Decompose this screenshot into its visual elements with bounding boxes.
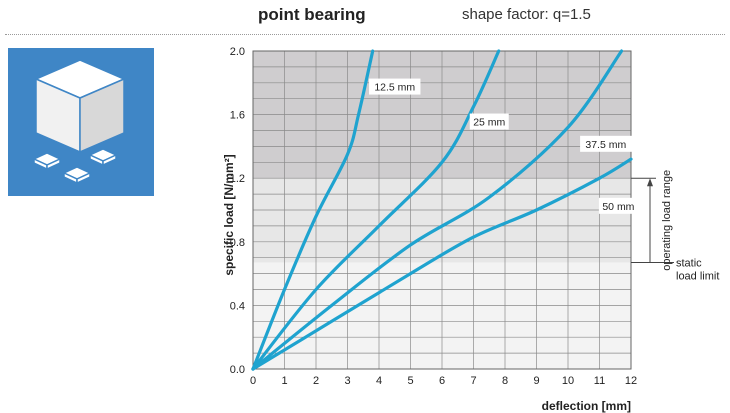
x-tick-label: 4 xyxy=(376,375,382,387)
y-axis-label: specific load [N/mm²] xyxy=(222,154,236,275)
x-tick-label: 12 xyxy=(625,375,637,387)
y-tick-label: 0.0 xyxy=(230,364,245,376)
x-tick-label: 2 xyxy=(313,375,319,387)
x-tick-label: 7 xyxy=(470,375,476,387)
operating-range-arrow-head xyxy=(647,178,653,186)
x-tick-label: 0 xyxy=(250,375,256,387)
curve-label: 25 mm xyxy=(473,117,505,129)
operating-load-range-label: operating load range xyxy=(661,170,673,271)
x-tick-label: 11 xyxy=(594,375,605,387)
curve-label: 12.5 mm xyxy=(374,82,415,94)
x-tick-label: 6 xyxy=(439,375,445,387)
y-tick-label: 1.6 xyxy=(230,110,245,122)
curve-label: 50 mm xyxy=(602,201,634,213)
y-tick-label: 2.0 xyxy=(230,46,245,58)
x-tick-label: 5 xyxy=(407,375,413,387)
x-tick-label: 3 xyxy=(344,375,350,387)
static-load-limit-label: static xyxy=(676,257,702,269)
static-load-limit-label: load limit xyxy=(676,270,719,282)
x-tick-label: 1 xyxy=(281,375,287,387)
x-tick-label: 10 xyxy=(562,375,574,387)
x-tick-label: 8 xyxy=(502,375,508,387)
x-tick-label: 9 xyxy=(533,375,539,387)
curve-label: 37.5 mm xyxy=(585,139,626,151)
x-axis-label: deflection [mm] xyxy=(542,399,631,413)
y-tick-label: 0.4 xyxy=(230,300,245,312)
